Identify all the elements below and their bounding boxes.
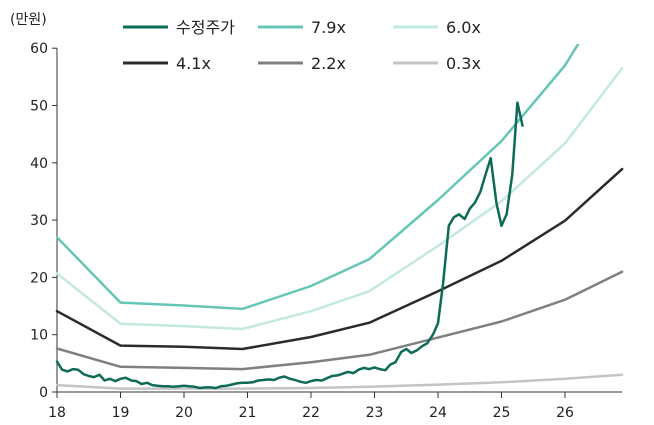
x-tick-label: 23 [366, 405, 384, 421]
y-tick-label: 20 [30, 270, 48, 286]
x-tick-label: 18 [48, 405, 66, 421]
y-tick-label: 60 [30, 41, 48, 57]
x-tick-label: 25 [493, 405, 511, 421]
legend-label-0: 수정주가 [176, 18, 235, 37]
y-tick-label: 10 [30, 328, 48, 344]
x-tick-label: 24 [429, 405, 447, 421]
plot-area [55, 44, 624, 390]
legend-label-1: 7.9x [311, 18, 346, 37]
y-axis: 0 10 20 30 40 50 60 [30, 41, 58, 401]
series-line-0 [55, 101, 524, 390]
x-tick-label: 22 [302, 405, 320, 421]
legend-label-5: 0.3x [446, 54, 481, 73]
x-tick-label: 21 [239, 405, 257, 421]
legend-label-3: 4.1x [176, 54, 211, 73]
series-line-2 [55, 67, 624, 331]
y-tick-label: 40 [30, 156, 48, 172]
legend: 수정주가 7.9x 6.0x 4.1x 2.2x 0.3x [123, 18, 481, 73]
y-tick-label: 30 [30, 213, 48, 229]
series-line-1 [55, 44, 580, 311]
x-tick-label: 26 [556, 405, 574, 421]
y-tick-label: 50 [30, 99, 48, 115]
y-tick-label: 0 [39, 385, 48, 401]
x-axis: 18 19 20 21 22 23 24 25 26 [48, 391, 623, 421]
series-line-5 [55, 373, 624, 390]
y-axis-unit-label: (만원) [10, 12, 47, 28]
x-tick-label: 19 [112, 405, 130, 421]
series-line-3 [55, 167, 624, 351]
legend-label-2: 6.0x [446, 18, 481, 37]
series-line-4 [55, 270, 624, 371]
x-tick-label: 20 [175, 405, 193, 421]
legend-label-4: 2.2x [311, 54, 346, 73]
